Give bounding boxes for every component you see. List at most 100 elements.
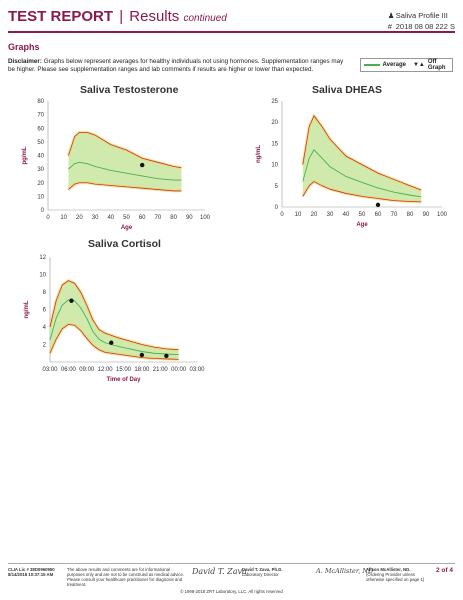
y-tick-label: 20	[37, 181, 44, 187]
legend-off-graph: Off Graph	[428, 59, 452, 71]
x-tick-label: 03:00	[189, 367, 205, 373]
legend-average: Average	[383, 62, 406, 68]
y-tick-label: 10	[37, 194, 44, 200]
off-graph-icon: ▼▲	[413, 62, 425, 68]
x-axis-label: Time of Day	[107, 377, 142, 383]
y-tick-label: 50	[37, 140, 44, 146]
footer-notice: The above results and comments are for i…	[67, 567, 187, 587]
y-tick-label: 25	[271, 99, 278, 105]
x-tick-label: 21:00	[153, 367, 169, 373]
x-tick-label: 0	[280, 212, 284, 218]
person-icon: ♟	[388, 10, 396, 21]
y-tick-label: 70	[37, 113, 44, 119]
x-tick-label: 80	[407, 212, 414, 218]
y-tick-label: 80	[37, 99, 44, 105]
y-tick-label: 6	[43, 308, 47, 314]
x-axis-label: Age	[356, 222, 368, 228]
chart-dheas: Saliva DHEAS 0 5 10 15 20 25 0 10 20 30 40 50 60 70 80…	[232, 84, 463, 234]
y-axis-label: ng/mL	[24, 300, 30, 318]
director-signature: David T. Zava	[192, 567, 247, 576]
x-tick-label: 03:00	[42, 367, 58, 373]
patient-result-point	[376, 203, 380, 207]
y-axis-label: ng/mL	[256, 145, 262, 163]
y-tick-label: 8	[43, 290, 47, 296]
x-tick-label: 30	[92, 215, 99, 221]
patient-result-point	[69, 299, 73, 303]
patient-result-point	[140, 353, 144, 357]
chart-svg: 0 10 20 30 40 50 60 70 80 0 10 20 30 40 50 60 70 80 90 100 A…	[0, 84, 230, 234]
report-number: 2018 08 08 222 S	[396, 22, 455, 31]
chart-cortisol: Saliva Cortisol 2 4 6 8 10 12 03:00 06:00 09:00 1…	[0, 238, 230, 388]
x-tick-label: 10	[60, 215, 67, 221]
y-tick-label: 40	[37, 154, 44, 160]
x-tick-label: 60	[375, 212, 382, 218]
x-tick-label: 18:00	[134, 367, 150, 373]
patient-result-point	[140, 163, 144, 167]
provider-signature: A. McAllister, ND	[316, 567, 373, 575]
x-tick-label: 40	[343, 212, 350, 218]
x-tick-label: 10	[295, 212, 302, 218]
x-tick-label: 80	[170, 215, 177, 221]
x-tick-label: 100	[437, 212, 448, 218]
chart-svg: 2468101203:00 06:00 09:00 12:00 15:00 18:00 21…	[0, 238, 230, 388]
director-title: Laboratory Director	[242, 572, 279, 577]
y-tick-label: 15	[271, 141, 278, 147]
profile-name: Saliva Profile III	[396, 11, 448, 20]
y-tick-label: 20	[271, 120, 278, 126]
normal-range-band	[303, 116, 421, 202]
disclaimer-label: Disclaimer:	[8, 58, 42, 65]
patient-result-point	[164, 354, 168, 358]
y-tick-label: 60	[37, 126, 44, 132]
header-meta: ♟Saliva Profile III #2018 08 08 222 S	[388, 10, 455, 32]
y-tick-label: 2	[43, 343, 47, 349]
y-tick-label: 30	[37, 167, 44, 173]
y-tick-label: 4	[43, 325, 47, 331]
x-tick-label: 20	[76, 215, 83, 221]
x-tick-label: 50	[359, 212, 366, 218]
footer-provider: Alison McAllister, ND. (Ordering Provide…	[366, 567, 428, 582]
footer-clia: CLIA Lic # 38D0960950 8/14/2018 10:37:15…	[8, 567, 64, 577]
header-rule	[8, 31, 455, 33]
y-tick-label: 12	[39, 255, 46, 261]
x-tick-label: 15:00	[116, 367, 132, 373]
report-timestamp: 8/14/2018 10:37:15 AM	[8, 572, 53, 577]
y-tick-label: 0	[41, 208, 45, 214]
x-tick-label: 12:00	[98, 367, 114, 373]
report-title: TEST REPORT | Results continued	[8, 8, 227, 25]
title-results: Results	[129, 8, 179, 25]
x-tick-label: 50	[123, 215, 130, 221]
title-separator: |	[119, 8, 123, 25]
y-tick-label: 10	[271, 163, 278, 169]
x-tick-label: 0	[46, 215, 50, 221]
patient-result-point	[109, 341, 113, 345]
x-tick-label: 100	[200, 215, 211, 221]
y-tick-label: 0	[275, 205, 279, 211]
x-axis-label: Age	[121, 225, 133, 231]
x-tick-label: 30	[327, 212, 334, 218]
x-tick-label: 06:00	[61, 367, 77, 373]
chart-testosterone: Saliva Testosterone 0 10 20 30 40 50 60 70 80 0 10…	[0, 84, 230, 234]
page-number: 2 of 4	[436, 567, 453, 574]
x-tick-label: 70	[155, 215, 162, 221]
copyright: © 1998-2018 ZRT Laboratory, LLC. All rig…	[0, 589, 463, 594]
title-bold: TEST REPORT	[8, 8, 113, 25]
average-line-swatch	[364, 64, 380, 66]
provider-note: (Ordering Provider unless otherwise spec…	[366, 572, 424, 582]
x-tick-label: 00:00	[171, 367, 187, 373]
y-axis-label: pg/mL	[22, 146, 28, 164]
title-continued: continued	[183, 13, 226, 24]
x-tick-label: 40	[107, 215, 114, 221]
x-tick-label: 90	[186, 215, 193, 221]
section-title: Graphs	[8, 42, 40, 52]
footer-director: David T. Zava, Ph.D. Laboratory Director	[242, 567, 307, 577]
chart-svg: 0 5 10 15 20 25 0 10 20 30 40 50 60 70 80 90 100 Age ng/mL	[232, 84, 463, 234]
x-tick-label: 90	[423, 212, 430, 218]
legend: Average ▼▲ Off Graph	[360, 58, 453, 72]
y-tick-label: 5	[275, 184, 279, 190]
footer-rule	[8, 563, 455, 564]
x-tick-label: 20	[311, 212, 318, 218]
x-tick-label: 09:00	[79, 367, 95, 373]
x-tick-label: 70	[391, 212, 398, 218]
x-tick-label: 60	[139, 215, 146, 221]
disclaimer-text: Graphs below represent averages for heal…	[8, 58, 343, 73]
